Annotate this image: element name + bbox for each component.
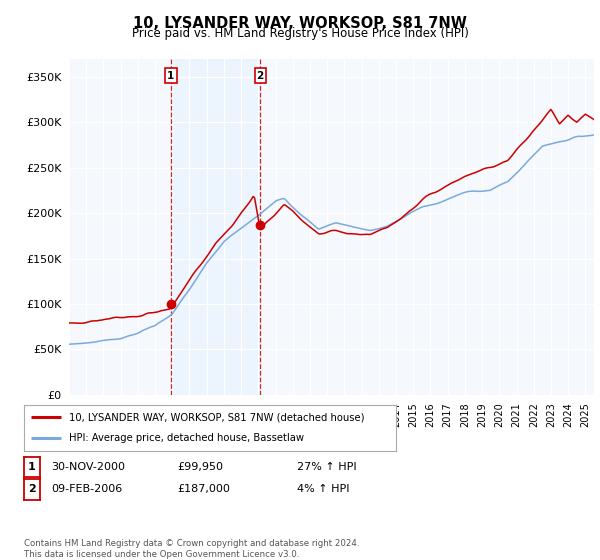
Text: Contains HM Land Registry data © Crown copyright and database right 2024.
This d: Contains HM Land Registry data © Crown c… [24, 539, 359, 559]
Text: 10, LYSANDER WAY, WORKSOP, S81 7NW (detached house): 10, LYSANDER WAY, WORKSOP, S81 7NW (deta… [68, 412, 364, 422]
Text: £187,000: £187,000 [177, 484, 230, 494]
Text: Price paid vs. HM Land Registry's House Price Index (HPI): Price paid vs. HM Land Registry's House … [131, 27, 469, 40]
Text: 2: 2 [28, 484, 35, 494]
Text: 27% ↑ HPI: 27% ↑ HPI [297, 462, 356, 472]
Text: 4% ↑ HPI: 4% ↑ HPI [297, 484, 349, 494]
Text: 10, LYSANDER WAY, WORKSOP, S81 7NW: 10, LYSANDER WAY, WORKSOP, S81 7NW [133, 16, 467, 31]
Text: 1: 1 [28, 462, 35, 472]
Text: 2: 2 [257, 71, 264, 81]
Text: 1: 1 [167, 71, 175, 81]
Text: 30-NOV-2000: 30-NOV-2000 [51, 462, 125, 472]
Bar [171, 59, 260, 395]
Text: £99,950: £99,950 [177, 462, 223, 472]
Text: 09-FEB-2006: 09-FEB-2006 [51, 484, 122, 494]
Text: HPI: Average price, detached house, Bassetlaw: HPI: Average price, detached house, Bass… [68, 433, 304, 444]
